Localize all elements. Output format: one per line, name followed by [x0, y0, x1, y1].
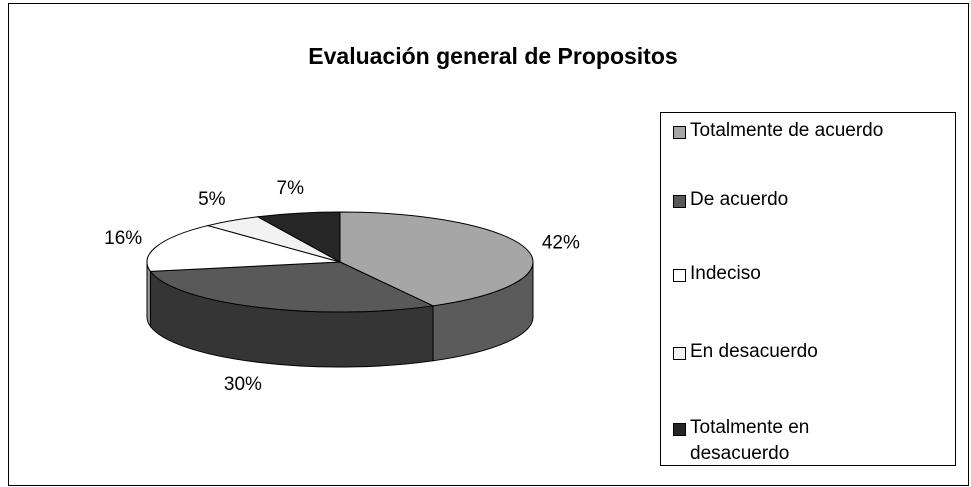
- legend-swatch: [673, 126, 686, 139]
- chart-border: [8, 3, 969, 486]
- legend-item: De acuerdo: [673, 187, 953, 213]
- legend-swatch: [673, 423, 686, 436]
- legend-label: En desacuerdo: [690, 341, 818, 362]
- data-label: 7%: [277, 178, 305, 199]
- pie-slice: [149, 261, 435, 313]
- chart-title: Evaluación general de Propositos: [308, 43, 677, 69]
- data-label: 30%: [224, 374, 262, 395]
- pie-side: [146, 261, 151, 328]
- legend-item: Indeciso: [673, 261, 953, 287]
- data-label: 16%: [104, 228, 142, 249]
- legend-label: Totalmente en desacuerdo: [690, 417, 810, 464]
- legend-swatch: [673, 269, 686, 282]
- legend-label: Totalmente de acuerdo: [690, 120, 884, 141]
- pie-slice: [256, 211, 341, 263]
- pie-slice: [146, 225, 341, 272]
- legend-label: Indeciso: [690, 263, 761, 284]
- data-label: 42%: [542, 232, 580, 253]
- legend-swatch: [673, 195, 686, 208]
- legend-item: Totalmente en desacuerdo: [673, 415, 953, 467]
- legend: Totalmente de acuerdo De acuerdo Indeciso E…: [660, 112, 956, 466]
- legend-label: De acuerdo: [690, 189, 789, 210]
- legend-item: Totalmente de acuerdo: [673, 118, 953, 144]
- legend-swatch: [673, 347, 686, 360]
- data-label: 5%: [198, 189, 226, 210]
- pie-slice: [339, 211, 534, 307]
- legend-item: En desacuerdo: [673, 339, 953, 365]
